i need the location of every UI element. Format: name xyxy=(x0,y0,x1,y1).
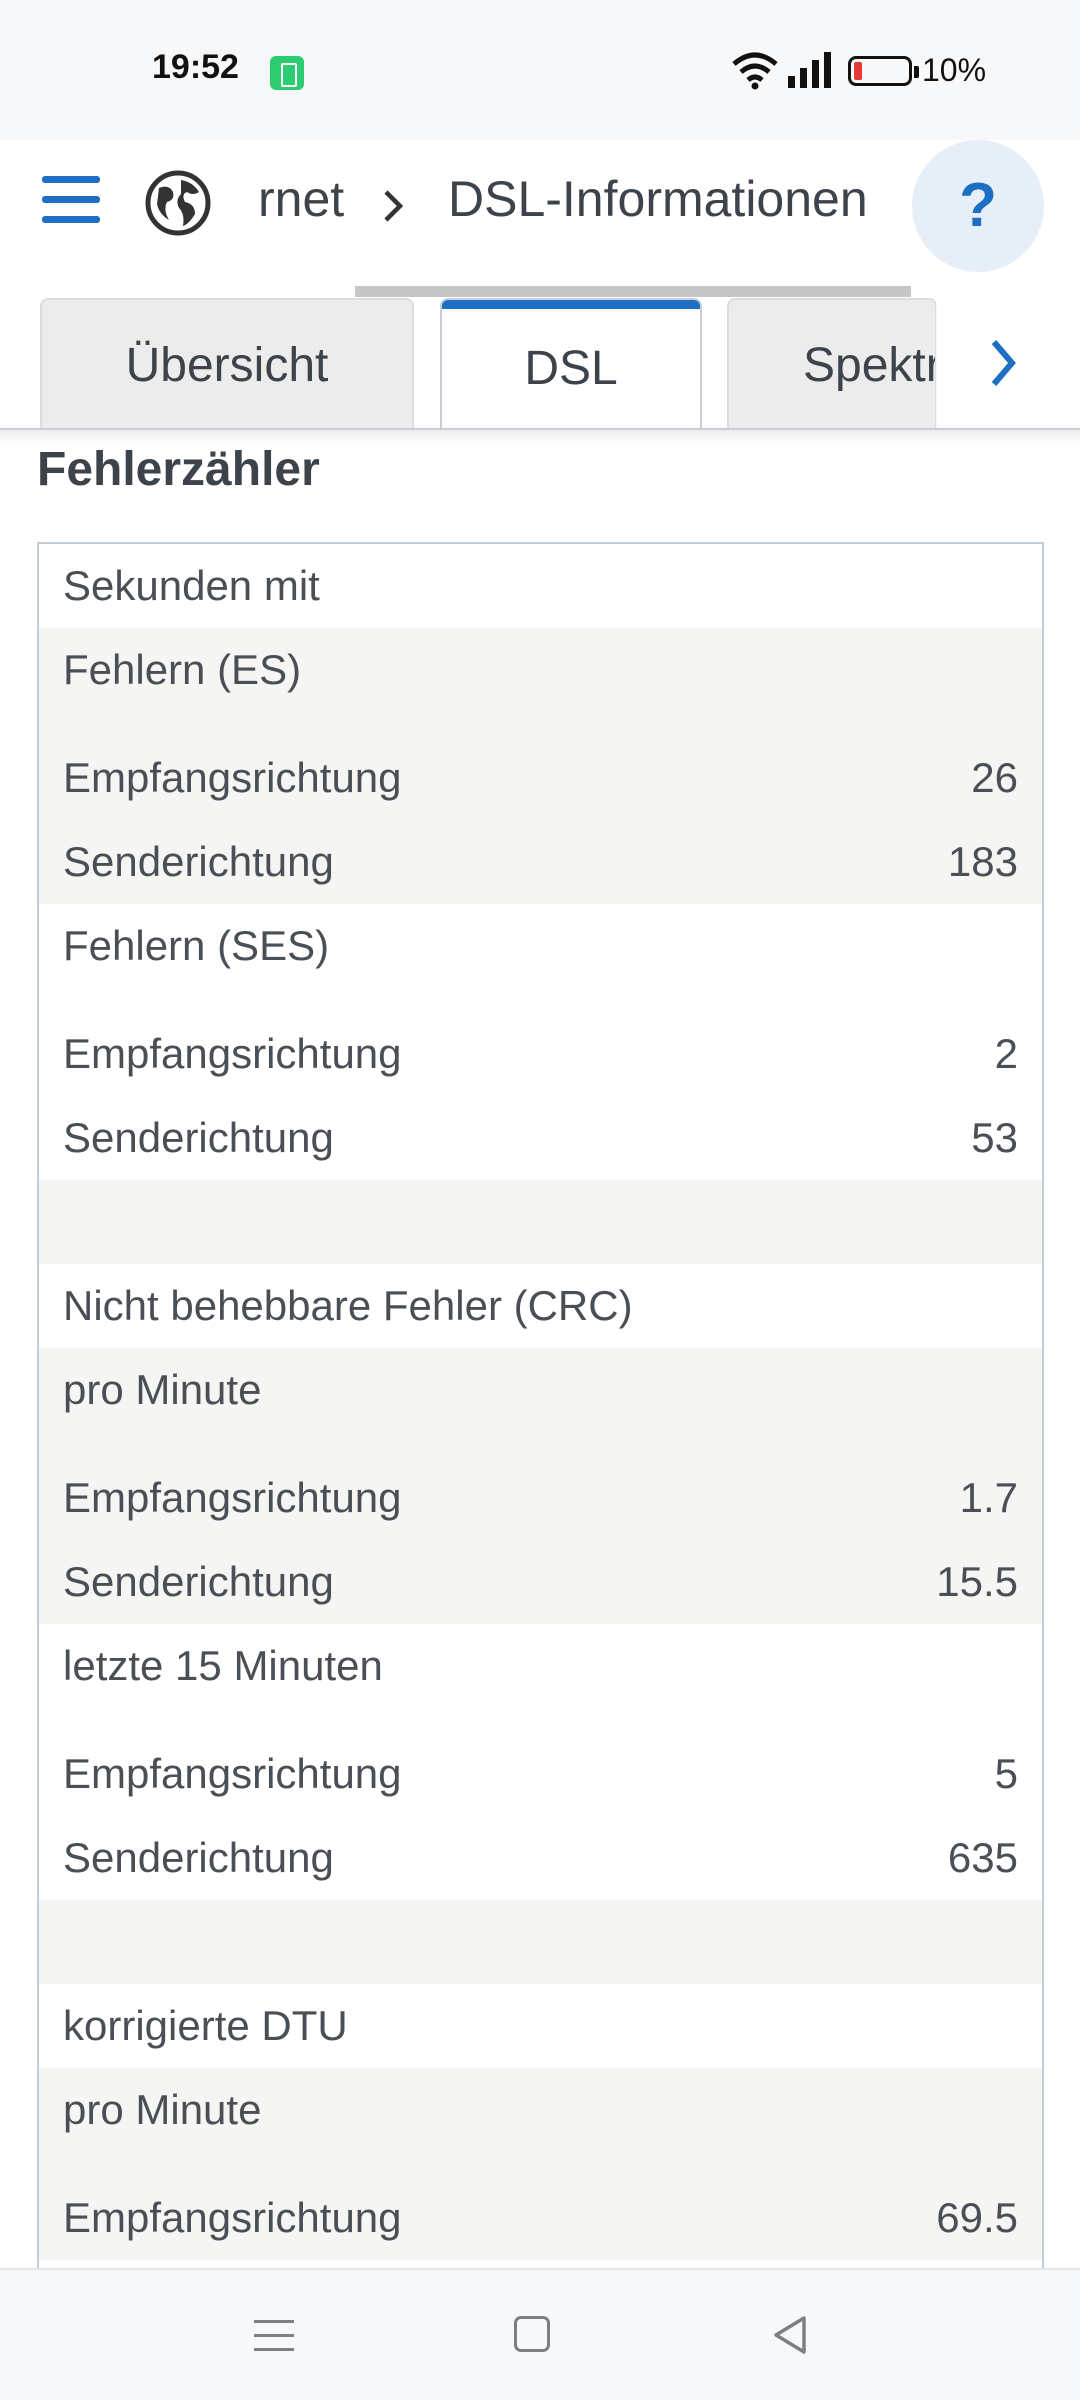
row-label: Senderichtung xyxy=(63,1558,334,1605)
tabs-shadow xyxy=(0,430,1080,444)
row-label: Empfangsrichtung xyxy=(63,1030,402,1077)
row-label: letzte 15 Minuten xyxy=(63,1642,383,1689)
menu-icon[interactable] xyxy=(42,176,100,224)
tab-spektrum[interactable]: Spektrum xyxy=(727,298,937,428)
row-label: Empfangsrichtung xyxy=(63,1474,402,1521)
chevron-right-icon xyxy=(384,190,404,222)
breadcrumb-scrollbar[interactable] xyxy=(355,286,911,297)
battery-percent: 10% xyxy=(922,52,987,88)
cellular-signal-icon xyxy=(788,52,831,88)
tab-uebersicht[interactable]: Übersicht xyxy=(40,298,414,428)
table-row: Nicht behebbare Fehler (CRC) xyxy=(39,1264,1042,1348)
table-row: Empfangsrichtung 26 xyxy=(39,736,1042,820)
row-label: Fehlern (SES) xyxy=(63,922,330,969)
row-value: 635 xyxy=(947,1834,1018,1881)
battery-icon xyxy=(848,56,919,86)
row-value: 26 xyxy=(971,754,1018,801)
table-row: Empfangsrichtung 69.5 xyxy=(39,2176,1042,2260)
table-row-spacer xyxy=(39,1900,1042,1984)
app-bar: rnet DSL-Informationen ? xyxy=(0,140,1080,290)
tabs-divider xyxy=(0,428,1080,430)
status-bar: 19:52 10% xyxy=(0,0,1080,140)
row-value: 53 xyxy=(971,1114,1018,1161)
section-title: Fehlerzähler xyxy=(37,443,320,496)
row-label: pro Minute xyxy=(63,2086,262,2133)
error-counter-table: Sekunden mit Fehlern (ES) Empfangsrichtu… xyxy=(37,542,1044,2272)
table-row: Senderichtung 635 xyxy=(39,1816,1042,1900)
row-label: Fehlern (ES) xyxy=(63,646,302,693)
table-row: Empfangsrichtung 2 xyxy=(39,1012,1042,1096)
row-label: Sekunden mit xyxy=(63,562,320,609)
help-button[interactable]: ? xyxy=(912,140,1044,272)
tab-dsl[interactable]: DSL xyxy=(440,298,702,430)
system-nav-bar xyxy=(0,2268,1080,2400)
row-label: pro Minute xyxy=(63,1366,262,1413)
wifi-icon xyxy=(732,52,778,90)
home-icon[interactable] xyxy=(514,2316,550,2352)
row-value: 2 xyxy=(994,1030,1018,1077)
row-label: Empfangsrichtung xyxy=(63,1750,402,1797)
row-label: Senderichtung xyxy=(63,1114,334,1161)
battery-saver-icon xyxy=(270,56,304,90)
table-row: Empfangsrichtung 1.7 xyxy=(39,1456,1042,1540)
row-label: Senderichtung xyxy=(63,1834,334,1881)
table-row: Sekunden mit xyxy=(39,544,1042,628)
row-value: 183 xyxy=(947,838,1018,885)
table-row: Senderichtung 53 xyxy=(39,1096,1042,1180)
table-row: pro Minute xyxy=(39,1348,1042,1456)
row-value: 15.5 xyxy=(936,1558,1018,1605)
row-value: 69.5 xyxy=(936,2194,1018,2241)
table-row: Fehlern (ES) xyxy=(39,628,1042,736)
table-row-spacer xyxy=(39,1180,1042,1264)
table-row: Fehlern (SES) xyxy=(39,904,1042,1012)
back-icon[interactable] xyxy=(770,2314,810,2356)
chevron-right-icon xyxy=(991,340,1016,386)
status-time: 19:52 xyxy=(152,48,239,86)
page-title: DSL-Informationen xyxy=(448,171,868,227)
row-label: Empfangsrichtung xyxy=(63,754,402,801)
table-row: letzte 15 Minuten xyxy=(39,1624,1042,1732)
table-row: Empfangsrichtung 5 xyxy=(39,1732,1042,1816)
breadcrumb-parent[interactable]: rnet xyxy=(258,171,345,227)
row-label: Empfangsrichtung xyxy=(63,2194,402,2241)
tab-bar: Übersicht DSL Spektrum xyxy=(0,298,1080,430)
table-row: pro Minute xyxy=(39,2068,1042,2176)
row-value: 1.7 xyxy=(959,1474,1018,1521)
row-label: Senderichtung xyxy=(63,838,334,885)
globe-icon[interactable] xyxy=(145,170,211,236)
table-row: Senderichtung 15.5 xyxy=(39,1540,1042,1624)
recents-icon[interactable] xyxy=(254,2318,294,2354)
table-row: korrigierte DTU xyxy=(39,1984,1042,2068)
tabs-next-button[interactable] xyxy=(936,298,1046,428)
row-value: 5 xyxy=(994,1750,1018,1797)
row-label: Nicht behebbare Fehler (CRC) xyxy=(63,1282,633,1329)
table-row: Senderichtung 183 xyxy=(39,820,1042,904)
row-label: korrigierte DTU xyxy=(63,2002,348,2049)
